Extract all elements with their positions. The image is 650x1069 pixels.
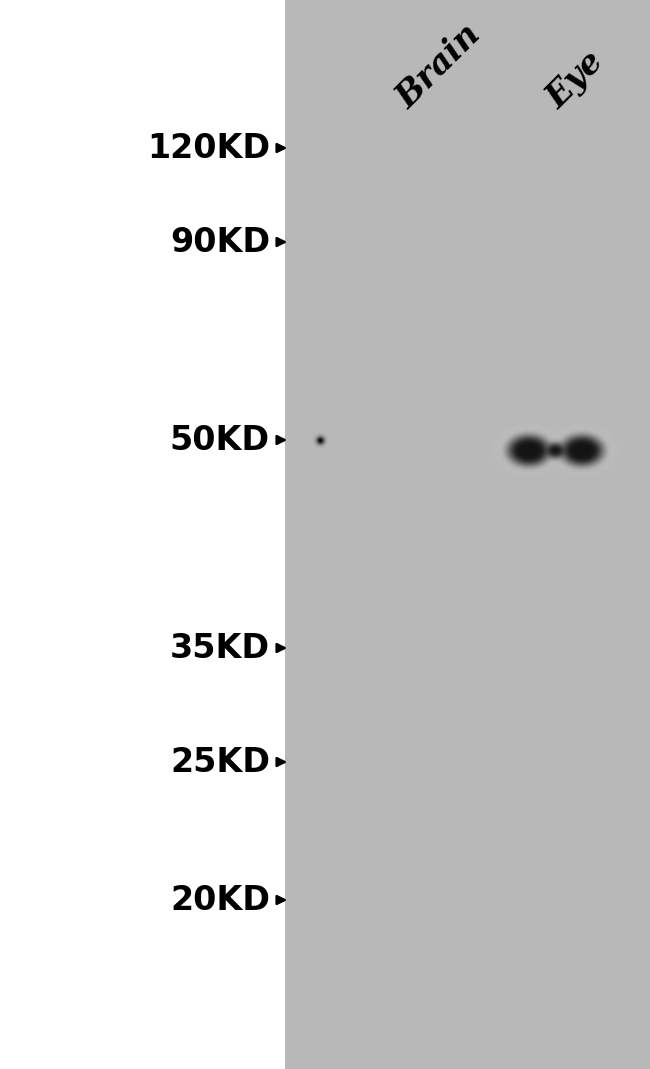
- Text: Eye: Eye: [540, 45, 610, 115]
- Text: 35KD: 35KD: [170, 632, 270, 665]
- Bar: [285, 0, 650, 1069]
- Text: Brain: Brain: [390, 18, 487, 115]
- Text: 25KD: 25KD: [170, 745, 270, 778]
- Text: 20KD: 20KD: [170, 883, 270, 916]
- Text: 90KD: 90KD: [170, 226, 270, 259]
- Text: 50KD: 50KD: [170, 423, 270, 456]
- Text: 120KD: 120KD: [147, 131, 270, 165]
